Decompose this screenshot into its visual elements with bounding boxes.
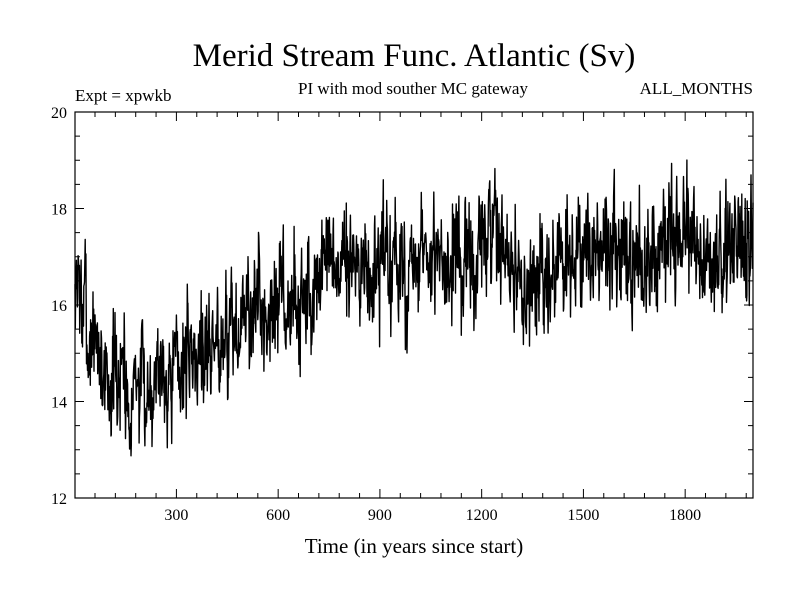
y-tick-label: 20 bbox=[51, 105, 67, 122]
x-tick-label: 600 bbox=[266, 507, 290, 524]
chart-subtitle: PI with mod souther MC gateway bbox=[298, 79, 528, 98]
x-tick-label: 900 bbox=[368, 507, 392, 524]
series-line bbox=[74, 159, 754, 457]
axis-ticks bbox=[75, 111, 753, 499]
chart-title: Merid Stream Func. Atlantic (Sv) bbox=[193, 38, 636, 74]
experiment-label: Expt = xpwkb bbox=[75, 86, 171, 105]
x-tick-label: 1800 bbox=[669, 507, 701, 524]
y-tick-label: 12 bbox=[51, 491, 67, 508]
x-tick-label: 1500 bbox=[567, 507, 599, 524]
y-tick-labels: 12 14 16 18 20 bbox=[51, 105, 67, 508]
x-tick-labels: 300 600 900 1200 1500 1800 bbox=[164, 507, 701, 524]
y-tick-label: 16 bbox=[51, 298, 67, 315]
x-tick-label: 1200 bbox=[466, 507, 498, 524]
y-tick-label: 14 bbox=[51, 395, 67, 412]
months-label: ALL_MONTHS bbox=[640, 79, 753, 98]
y-tick-label: 18 bbox=[51, 202, 67, 219]
x-axis-label: Time (in years since start) bbox=[305, 534, 524, 558]
x-tick-label: 300 bbox=[164, 507, 188, 524]
plot-frame bbox=[74, 111, 754, 499]
